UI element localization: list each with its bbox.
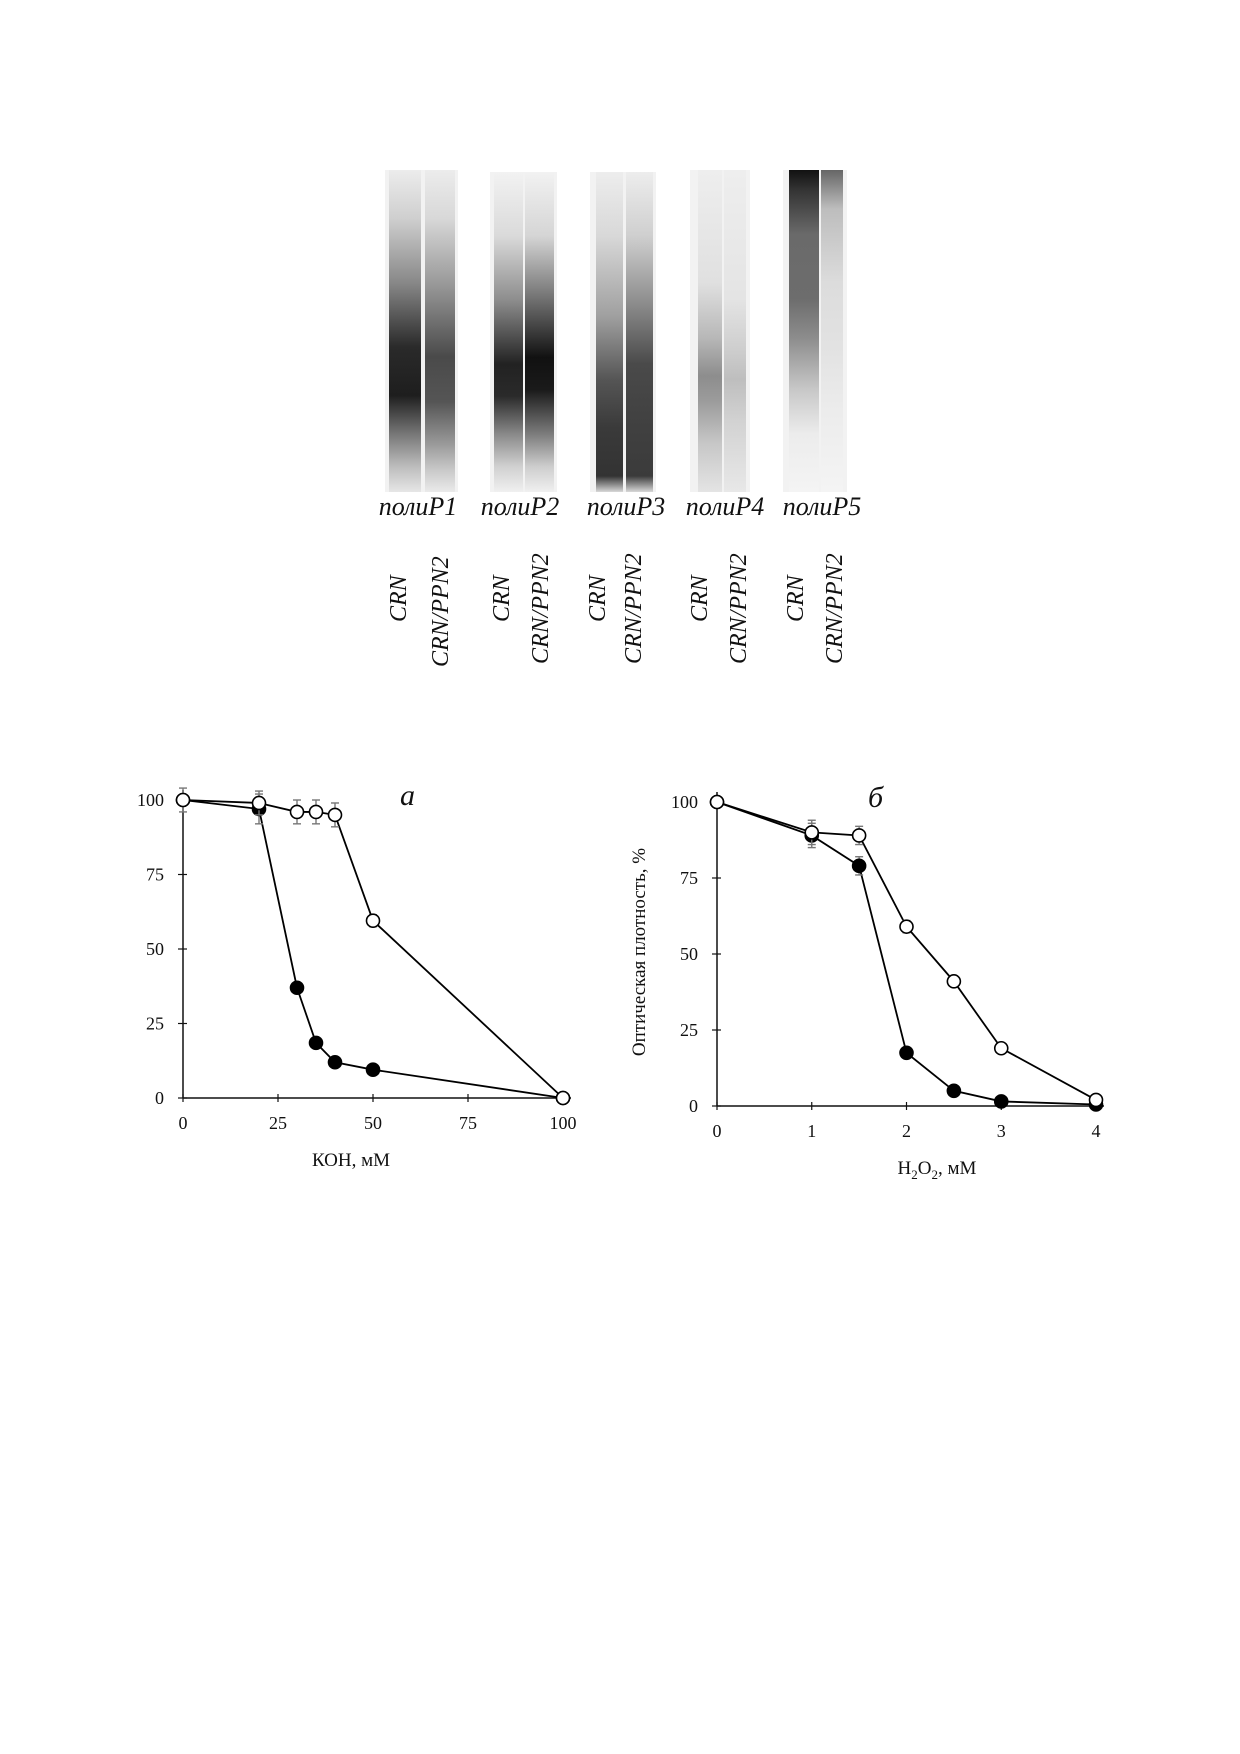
chart-a-x-tick-label-0: 0 (179, 1113, 188, 1133)
gel-image-4 (690, 170, 750, 492)
chart-b-series-1-point-2 (851, 828, 867, 843)
chart-b-x-tick-label-2: 2 (902, 1121, 911, 1141)
panel-letter-b: б (868, 781, 884, 814)
gel-image-1 (385, 170, 458, 492)
chart-b-series-1-point-6 (1088, 1092, 1104, 1108)
gel-name-3: полиP3 (586, 492, 666, 521)
chart-a-series-0-point-3 (308, 1035, 324, 1051)
chart-b-series-1-point-3 (899, 919, 914, 934)
gel-name-4: полиP4 (685, 492, 765, 521)
chart-a-series-1-point-3 (308, 804, 324, 820)
gel-name-5: полиP5 (782, 492, 862, 521)
chart-b-x-tick-label-0: 0 (713, 1121, 722, 1141)
chart-b-x-tick-label-4: 4 (1092, 1121, 1101, 1141)
gel-image-2 (490, 172, 557, 492)
chart-b-series-0-point-3 (899, 1045, 914, 1061)
chart-a-x-tick-label-3: 75 (459, 1113, 477, 1133)
x-axis-title-b: H2O2, мМ (898, 1158, 977, 1182)
chart-b-series-1-point-1 (804, 825, 820, 840)
chart-a-y-tick-label-1: 25 (146, 1014, 164, 1034)
chart-a-x-tick-label-1: 25 (269, 1113, 287, 1133)
y-axis-title-b: Оптическая плотность, % (629, 848, 650, 1056)
chart-a-y-tick-label-3: 75 (146, 865, 164, 885)
x-axis-title-a: КОН, мМ (312, 1150, 390, 1171)
chart-b-series-1-point-4 (946, 974, 962, 989)
x-title-o: O (918, 1158, 932, 1179)
chart-b-series-1-point-5 (993, 1040, 1009, 1056)
chart-b-x-tick-label-1: 1 (807, 1121, 816, 1141)
chart-a-series-1-point-0 (175, 792, 191, 808)
x-title-h: H (898, 1158, 912, 1179)
panel-letter-a: а (400, 779, 415, 812)
chart-b-y-tick-label-0: 0 (689, 1096, 698, 1116)
gel-name-2: полиP2 (480, 492, 560, 521)
chart-a-series-1-point-4 (327, 807, 343, 823)
chart-a-series-1-point-6 (555, 1090, 571, 1106)
chart-a-y-tick-label-0: 0 (155, 1088, 164, 1108)
chart-b-y-tick-label-1: 25 (680, 1020, 698, 1040)
chart-a-series-1-point-1 (251, 795, 267, 811)
x-title-sub1: 2 (911, 1167, 918, 1182)
chart-a-x-tick-label-4: 100 (550, 1113, 577, 1133)
chart-b-y-tick-label-3: 75 (680, 868, 698, 888)
chart-a-y-tick-label-2: 50 (146, 939, 164, 959)
chart-b-marks: 0 1 2 3 4 0 25 50 75 100 (671, 792, 1104, 1141)
chart-b-series-0-point-2 (851, 858, 867, 874)
gel-image-5 (783, 170, 847, 492)
chart-a-series-1-point-2 (289, 804, 305, 820)
x-title-sub2: 2 (932, 1167, 939, 1182)
chart-a-series-0-point-2 (289, 980, 305, 996)
gel-name-1: полиP1 (378, 492, 458, 521)
chart-a-series-0-point-5 (365, 1062, 381, 1077)
chart-b-y-tick-label-4: 100 (671, 792, 698, 812)
chart-b-series-0-point-5 (993, 1094, 1009, 1109)
chart-b-series-0-point-4 (946, 1083, 962, 1099)
chart-b-x-tick-label-3: 3 (997, 1121, 1006, 1141)
chart-a-x-tick-label-2: 50 (364, 1113, 382, 1133)
x-title-end: , мМ (938, 1158, 977, 1179)
chart-a-series-0-point-4 (327, 1054, 343, 1070)
chart-b-y-tick-label-2: 50 (680, 944, 698, 964)
gel-image-3 (590, 172, 656, 492)
chart-b-series-1-point-0 (709, 794, 725, 810)
chart-a-y-tick-label-4: 100 (137, 790, 164, 810)
chart-a-series-1-point-5 (365, 913, 381, 928)
chart-a-marks: 0 25 50 75 100 0 25 50 75 100 (137, 787, 577, 1133)
